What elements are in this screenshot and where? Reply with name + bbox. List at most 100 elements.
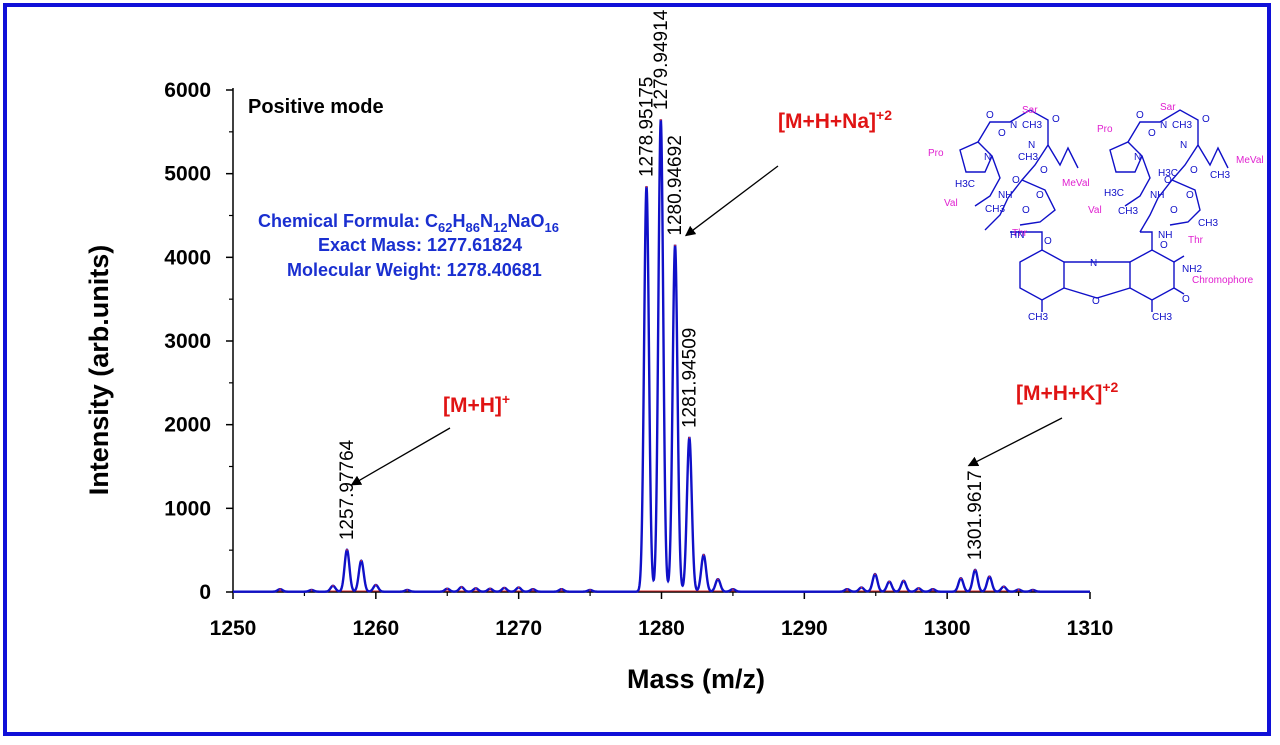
exact-mass-text: Exact Mass: 1277.61824 — [318, 235, 522, 255]
residue-label: Pro — [928, 148, 944, 159]
atom-label: NH — [1150, 190, 1164, 201]
peak-point — [688, 436, 691, 439]
atom-label: O — [1022, 205, 1030, 216]
peak-point — [406, 589, 409, 591]
y-tick-label: 6000 — [164, 79, 211, 102]
atom-label: O — [1160, 240, 1168, 251]
peak-point — [846, 588, 848, 590]
atom-label: NH2 — [1182, 264, 1202, 275]
atom-label: O — [1040, 165, 1048, 176]
peak-point — [717, 578, 719, 580]
peak-point — [659, 118, 662, 121]
formula-subscript: 62 — [438, 220, 452, 235]
formula-subscript: 16 — [544, 220, 558, 235]
peak-point — [489, 587, 491, 590]
residue-label: Sar — [1160, 102, 1176, 113]
atom-label: N — [1134, 152, 1141, 163]
pro-ring-right — [1109, 141, 1143, 173]
peak-point — [732, 588, 734, 590]
peak-point — [332, 585, 334, 587]
x-axis-title: Mass (m/z) — [627, 664, 765, 694]
atom-label: O — [1186, 190, 1194, 201]
peak-point — [960, 577, 962, 580]
thr-sidechain-right — [1169, 179, 1201, 226]
atom-label: N — [984, 152, 991, 163]
peak-point — [917, 587, 920, 590]
atom-label: N — [1010, 120, 1017, 131]
atom-label: O — [1202, 114, 1210, 125]
ion-arrow — [684, 165, 779, 237]
peak-point — [932, 588, 934, 590]
atom-label: O — [1164, 175, 1172, 186]
spectrum-series — [233, 118, 1090, 593]
atom-label: CH3 — [1118, 206, 1138, 217]
y-tick-label: 0 — [199, 581, 211, 604]
y-tick-label: 2000 — [164, 414, 211, 437]
peak-point — [375, 584, 377, 586]
atom-label: NH — [1158, 230, 1172, 241]
atom-label: NH — [998, 190, 1012, 201]
peak-point — [902, 579, 905, 582]
atom-label: HN — [1010, 230, 1024, 241]
peak-point — [460, 586, 463, 588]
thr-sidechain-left — [1019, 179, 1056, 226]
residue-label: Thr — [1188, 235, 1204, 246]
formula-part: NaO — [507, 211, 544, 231]
peak-point — [1032, 589, 1034, 591]
atom-label: O — [1052, 114, 1060, 125]
y-tick-label: 5000 — [164, 163, 211, 186]
peak-label: 1279.94914 — [651, 9, 672, 110]
atom-label: CH3 — [1198, 218, 1218, 229]
atom-label: N — [1180, 140, 1187, 151]
formula-part: H — [453, 211, 466, 231]
formula-label: Chemical Formula: — [258, 211, 425, 231]
ion-label: [M+H+K]+2 — [1016, 379, 1119, 405]
atom-label: CH3 — [1152, 312, 1172, 323]
peak-point — [988, 575, 991, 578]
residue-label: Chromophore — [1192, 275, 1254, 286]
val-sidechain-right — [1124, 155, 1151, 207]
atom-label: N — [1028, 140, 1035, 151]
atom-label: O — [1044, 236, 1052, 247]
peak-label: 1278.95175 — [637, 77, 658, 177]
x-tick-label: 1270 — [495, 617, 542, 640]
residue-label: Pro — [1097, 124, 1113, 135]
amide-link-left — [1010, 231, 1043, 250]
amide-link-right — [1140, 231, 1153, 250]
peak-point — [560, 588, 563, 590]
ion-arrow — [967, 417, 1063, 467]
molecular-structure — [959, 109, 1229, 312]
ion-arrow — [350, 427, 451, 486]
pro-ring-left — [959, 141, 993, 173]
ion-label: [M+H]+ — [443, 391, 510, 417]
x-tick-label: 1300 — [924, 617, 971, 640]
x-tick-label: 1310 — [1067, 617, 1114, 640]
peak-point — [503, 587, 506, 589]
peak-point — [310, 589, 313, 591]
peak-point — [446, 587, 449, 590]
atom-label: CH3 — [1028, 312, 1048, 323]
peak-point — [532, 588, 534, 590]
peak-point — [1002, 585, 1005, 588]
carbonyl-bond — [1173, 287, 1185, 295]
peak-point — [346, 549, 348, 551]
atom-label: O — [1012, 175, 1020, 186]
atom-label: H3C — [1104, 188, 1124, 199]
x-tick-label: 1280 — [638, 617, 685, 640]
amine-bond — [1173, 255, 1185, 263]
chemical-formula-text: Chemical Formula: C62H86N12NaO16 — [258, 211, 559, 235]
residue-label: Val — [944, 198, 958, 209]
peak-point — [860, 586, 863, 589]
atom-label: CH3 — [1172, 120, 1192, 131]
y-tick-label: 4000 — [164, 246, 211, 269]
atom-label: O — [1190, 165, 1198, 176]
formula-part: N — [480, 211, 493, 231]
atom-label: O — [1170, 205, 1178, 216]
chromophore-o-bridge — [1063, 287, 1131, 299]
ion-label: [M+H+Na]+2 — [778, 107, 892, 133]
formula-part: C — [425, 211, 438, 231]
peak-point — [1017, 588, 1020, 591]
atom-label: N — [1160, 120, 1167, 131]
peak-point — [279, 588, 281, 590]
